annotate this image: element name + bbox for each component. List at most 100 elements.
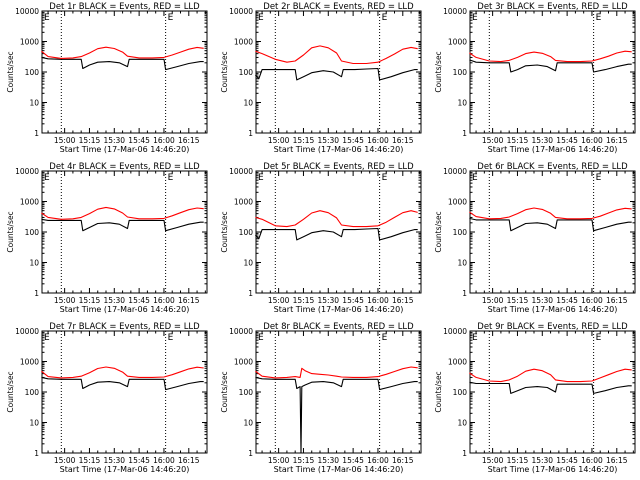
y-tick-label: 100 xyxy=(453,228,468,237)
panel-title: Det 9r BLACK = Events, RED = LLD xyxy=(477,322,628,332)
x-tick-label: 16:15 xyxy=(606,456,628,465)
x-axis-label: Start Time (17-Mar-06 14:46:20) xyxy=(274,145,404,154)
y-tick-label: 10 xyxy=(457,259,467,268)
x-tick-label: 15:30 xyxy=(103,456,125,465)
series-line-events xyxy=(41,56,204,71)
x-tick-label: 15:30 xyxy=(317,136,339,145)
y-tick-label: 10000 xyxy=(443,7,467,16)
series-line-events xyxy=(469,217,632,232)
corner-marker-left: E xyxy=(258,173,264,183)
x-tick-label: 15:30 xyxy=(531,296,553,305)
y-tick-label: 1000 xyxy=(20,38,39,47)
corner-marker-right: E xyxy=(168,333,174,343)
x-tick-label: 15:00 xyxy=(54,456,76,465)
x-axis-label: Start Time (17-Mar-06 14:46:20) xyxy=(274,465,404,474)
y-tick-label: 1000 xyxy=(234,358,253,367)
y-tick-label: 10 xyxy=(243,419,253,428)
x-tick-label: 15:15 xyxy=(293,456,315,465)
x-tick-label: 15:00 xyxy=(268,136,290,145)
plot-frame xyxy=(469,170,636,294)
x-tick-label: 15:45 xyxy=(128,136,150,145)
x-tick-label: 15:30 xyxy=(103,136,125,145)
y-tick-label: 100 xyxy=(239,68,254,77)
y-tick-label: 1 xyxy=(248,449,253,458)
x-tick-label: 16:15 xyxy=(606,296,628,305)
panel-title: Det 2r BLACK = Events, RED = LLD xyxy=(263,2,414,12)
panel-title: Det 3r BLACK = Events, RED = LLD xyxy=(477,2,628,12)
y-tick-label: 10 xyxy=(457,419,467,428)
y-axis-label: Counts/sec xyxy=(434,51,443,92)
y-tick-label: 10 xyxy=(29,99,39,108)
panel-4: Det 4r BLACK = Events, RED = LLD 1 10 100 10… xyxy=(6,162,208,314)
panel-2: Det 2r BLACK = Events, RED = LLD 1 10 100 10… xyxy=(220,2,422,154)
x-tick-label: 15:00 xyxy=(268,296,290,305)
y-tick-label: 1000 xyxy=(234,38,253,47)
series-line-lld xyxy=(255,366,418,379)
panel-7: Det 7r BLACK = Events, RED = LLD 1 10 100 10… xyxy=(6,322,208,474)
y-tick-label: 10 xyxy=(29,419,39,428)
y-tick-label: 10000 xyxy=(229,327,253,336)
panel-1: Det 1r BLACK = Events, RED = LLD 1 10 100 10… xyxy=(6,2,208,154)
panel-title: Det 1r BLACK = Events, RED = LLD xyxy=(49,2,200,12)
y-tick-label: 1 xyxy=(462,289,467,298)
series-line-events xyxy=(255,376,418,454)
x-tick-label: 16:00 xyxy=(581,456,603,465)
y-tick-label: 1 xyxy=(248,289,253,298)
x-tick-label: 15:30 xyxy=(317,296,339,305)
y-tick-label: 100 xyxy=(453,388,468,397)
x-tick-label: 16:00 xyxy=(153,456,175,465)
x-axis-label: Start Time (17-Mar-06 14:46:20) xyxy=(60,305,190,314)
y-tick-label: 1 xyxy=(34,289,39,298)
corner-marker-right: E xyxy=(596,13,602,23)
x-tick-label: 16:00 xyxy=(581,136,603,145)
y-tick-label: 1000 xyxy=(448,38,467,47)
x-tick-label: 15:30 xyxy=(531,136,553,145)
corner-marker-left: E xyxy=(258,333,264,343)
y-tick-label: 1 xyxy=(462,129,467,138)
x-tick-label: 15:00 xyxy=(268,456,290,465)
plot-frame xyxy=(255,170,422,294)
y-tick-label: 100 xyxy=(239,388,254,397)
y-axis-label: Counts/sec xyxy=(6,211,15,252)
series-line-events xyxy=(41,218,204,232)
panel-5: Det 5r BLACK = Events, RED = LLD 1 10 100 10… xyxy=(220,162,422,314)
y-tick-label: 100 xyxy=(25,388,40,397)
plot-frame xyxy=(41,10,208,134)
x-tick-label: 15:45 xyxy=(128,456,150,465)
plot-frame xyxy=(469,10,636,134)
x-tick-label: 15:45 xyxy=(342,136,364,145)
corner-marker-left: E xyxy=(44,173,50,183)
panel-8: Det 8r BLACK = Events, RED = LLD 1 10 100 10… xyxy=(220,322,422,474)
corner-marker-right: E xyxy=(382,333,388,343)
plot-frame xyxy=(255,10,422,134)
series-line-lld xyxy=(255,210,418,228)
y-tick-label: 10 xyxy=(243,259,253,268)
corner-marker-left: E xyxy=(472,173,478,183)
corner-marker-left: E xyxy=(44,333,50,343)
plot-frame xyxy=(41,330,208,454)
x-tick-label: 15:00 xyxy=(482,296,504,305)
y-tick-label: 10000 xyxy=(229,7,253,16)
corner-marker-left: E xyxy=(44,13,50,23)
series-line-events xyxy=(254,227,418,241)
y-axis-label: Counts/sec xyxy=(220,51,229,92)
x-tick-label: 16:15 xyxy=(392,456,414,465)
corner-marker-right: E xyxy=(382,13,388,23)
y-axis-label: Counts/sec xyxy=(434,371,443,412)
y-tick-label: 1000 xyxy=(448,198,467,207)
y-tick-label: 100 xyxy=(25,228,40,237)
x-tick-label: 15:00 xyxy=(482,456,504,465)
series-line-lld xyxy=(469,207,632,220)
y-tick-label: 10000 xyxy=(15,7,39,16)
corner-marker-right: E xyxy=(596,173,602,183)
y-tick-label: 1000 xyxy=(448,358,467,367)
y-tick-label: 10 xyxy=(29,259,39,268)
series-line-lld xyxy=(255,45,418,65)
x-tick-label: 15:15 xyxy=(507,296,529,305)
series-line-events xyxy=(41,376,204,391)
corner-marker-right: E xyxy=(168,173,174,183)
series-line-lld xyxy=(41,206,204,220)
x-tick-label: 15:30 xyxy=(531,456,553,465)
panel-9: Det 9r BLACK = Events, RED = LLD 1 10 100 10… xyxy=(434,322,636,474)
x-tick-label: 15:30 xyxy=(317,456,339,465)
